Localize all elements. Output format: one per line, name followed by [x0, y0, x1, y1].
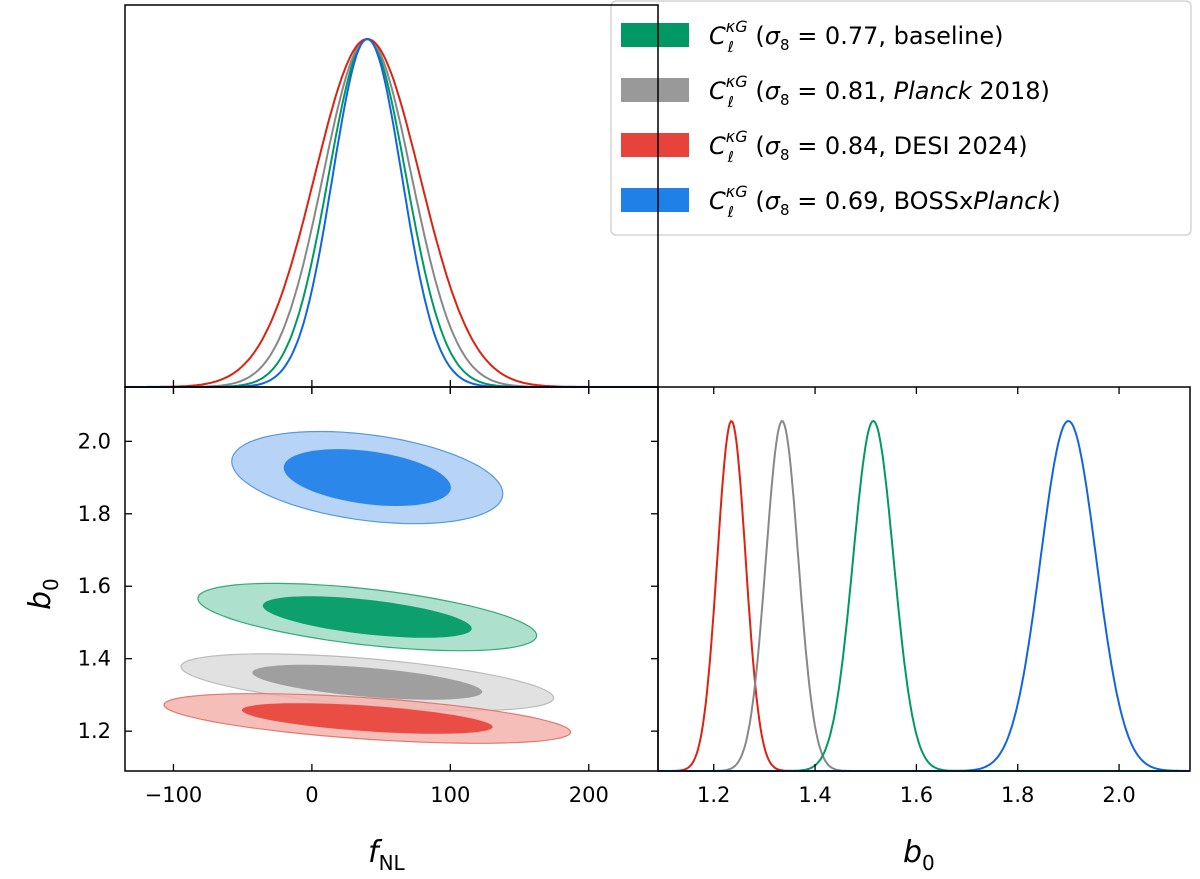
- contour-68-boss: [283, 449, 451, 506]
- legend-box: [610, 0, 1192, 236]
- legend-swatch-baseline: [621, 23, 689, 47]
- panel-fnl-b0-contours: [163, 430, 572, 744]
- b0x-tick-label-4: 2.0: [1102, 783, 1135, 807]
- b0y-tick-label-0: 1.2: [78, 719, 111, 743]
- fnl-tick-label-3: 200: [569, 783, 609, 807]
- legend-label-boss: CκG ℓ (σ8 = 0.69, BOSSxPlanck): [709, 182, 1061, 221]
- legend-swatch-boss: [621, 188, 689, 212]
- panel-frame-2: [657, 386, 1191, 772]
- legend-swatch-desi: [621, 133, 689, 157]
- tick-labels: −100 0 100 200 1.2 1.4 1.6 1.8 2.0 1.2 1.4 1.6 1.8 2.…: [78, 380, 1136, 807]
- legend-label-desi: CκG ℓ (σ8 = 0.84, DESI 2024): [709, 127, 1028, 166]
- contour-68-planck: [252, 664, 483, 700]
- b0y-tick-label-2: 1.6: [78, 574, 111, 598]
- x-axis-label-b0: b0: [903, 835, 935, 875]
- b0y-tick-label-1: 1.4: [78, 647, 111, 671]
- b0x-tick-label-0: 1.2: [697, 783, 730, 807]
- contour-68-desi: [241, 703, 493, 734]
- b0x-tick-label-3: 1.8: [1001, 783, 1034, 807]
- b0y-tick-label-4: 2.0: [78, 429, 111, 453]
- x-axis-label-fnl: fNL: [368, 835, 406, 875]
- b0x-tick-label-1: 1.4: [798, 783, 831, 807]
- legend-label-planck: CκG ℓ (σ8 = 0.81, Planck 2018): [709, 72, 1050, 111]
- legend-swatch-planck: [621, 78, 689, 102]
- fnl-tick-label-1: 0: [305, 783, 318, 807]
- legend-label-baseline: CκG ℓ (σ8 = 0.77, baseline): [709, 17, 1004, 56]
- fnl-tick-label-0: −100: [145, 783, 203, 807]
- contour-68-baseline: [262, 596, 472, 638]
- b0x-tick-label-2: 1.6: [900, 783, 933, 807]
- y-axis-label-b0: b0: [23, 578, 63, 610]
- legend: CκG ℓ (σ8 = 0.77, baseline) CκG ℓ (σ8 = 0.8…: [610, 0, 1192, 236]
- b0y-tick-label-3: 1.8: [78, 502, 111, 526]
- fnl-tick-label-2: 100: [430, 783, 470, 807]
